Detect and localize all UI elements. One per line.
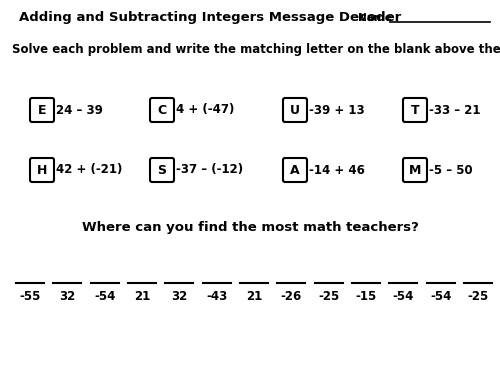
Text: 21: 21 [246, 291, 262, 303]
FancyBboxPatch shape [283, 158, 307, 182]
Text: -54: -54 [392, 291, 414, 303]
Text: -15: -15 [356, 291, 376, 303]
Text: -54: -54 [430, 291, 452, 303]
Text: A: A [290, 164, 300, 177]
Text: -33 – 21: -33 – 21 [429, 104, 480, 117]
Text: S: S [158, 164, 166, 177]
Text: -25: -25 [468, 291, 488, 303]
Text: C: C [158, 104, 166, 117]
FancyBboxPatch shape [30, 158, 54, 182]
Text: -26: -26 [280, 291, 302, 303]
FancyBboxPatch shape [30, 98, 54, 122]
Text: -14 + 46: -14 + 46 [309, 164, 365, 177]
Text: Solve each problem and write the matching letter on the blank above the answer.: Solve each problem and write the matchin… [12, 44, 500, 57]
Text: -25: -25 [318, 291, 340, 303]
Text: -5 – 50: -5 – 50 [429, 164, 472, 177]
Text: 21: 21 [134, 291, 150, 303]
Text: H: H [37, 164, 47, 177]
Text: Name: Name [358, 13, 396, 23]
FancyBboxPatch shape [403, 158, 427, 182]
Text: -43: -43 [206, 291, 228, 303]
FancyBboxPatch shape [283, 98, 307, 122]
FancyBboxPatch shape [150, 98, 174, 122]
Text: T: T [410, 104, 420, 117]
Text: Where can you find the most math teachers?: Where can you find the most math teacher… [82, 220, 418, 234]
Text: 4 + (-47): 4 + (-47) [176, 104, 234, 117]
Text: 24 – 39: 24 – 39 [56, 104, 103, 117]
Text: -37 – (-12): -37 – (-12) [176, 164, 243, 177]
Text: M: M [409, 164, 421, 177]
Text: 32: 32 [171, 291, 188, 303]
Text: 42 + (-21): 42 + (-21) [56, 164, 122, 177]
FancyBboxPatch shape [403, 98, 427, 122]
Text: 32: 32 [59, 291, 76, 303]
Text: U: U [290, 104, 300, 117]
Text: -54: -54 [94, 291, 116, 303]
Text: -55: -55 [20, 291, 40, 303]
Text: -39 + 13: -39 + 13 [309, 104, 364, 117]
Text: E: E [38, 104, 46, 117]
Text: Adding and Subtracting Integers Message Decoder: Adding and Subtracting Integers Message … [19, 12, 401, 24]
FancyBboxPatch shape [150, 158, 174, 182]
